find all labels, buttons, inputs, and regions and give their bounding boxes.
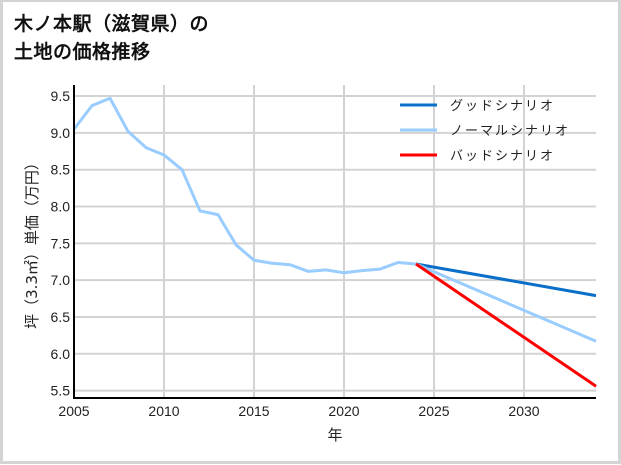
y-tick-label: 9.5: [51, 88, 71, 104]
x-tick-label: 2005: [58, 403, 89, 419]
history-line: [72, 96, 417, 275]
y-tick-label: 7.5: [51, 235, 71, 251]
series-line-0: [415, 262, 597, 298]
x-tick-label: 2030: [508, 403, 539, 419]
y-tick-label: 9.0: [51, 125, 71, 141]
x-tick-label: 2010: [148, 403, 179, 419]
x-tick-label: 2015: [238, 403, 269, 419]
x-axis-label: 年: [327, 426, 342, 444]
x-tick-label: 2020: [328, 403, 359, 419]
series-line-1: [415, 262, 597, 343]
y-tick-label: 5.5: [51, 383, 71, 399]
series-line-2: [415, 262, 597, 388]
y-tick-label: 6.5: [51, 309, 71, 325]
axes: [73, 85, 596, 399]
tick-labels: 5.5 6.0 6.5 7.0 7.5 8.0 8.5 9.0 9.5 2005 2010 2015 2…: [51, 88, 540, 419]
title-line-1: 木ノ本駅（滋賀県）の: [14, 13, 210, 35]
data-lines: [72, 96, 597, 388]
legend-label: バッドシナリオ: [450, 149, 555, 164]
legend-label: グッドシナリオ: [450, 99, 555, 114]
y-tick-label: 6.0: [51, 346, 71, 362]
y-axis-label: 坪（3.3㎡）単価（万円）: [23, 155, 41, 329]
y-tick-label: 7.0: [51, 272, 71, 288]
y-tick-label: 8.5: [51, 162, 71, 178]
title-line-2: 土地の価格推移: [14, 41, 151, 63]
chart-title: 木ノ本駅（滋賀県）の 土地の価格推移: [14, 10, 209, 66]
x-tick-label: 2025: [418, 403, 449, 419]
legend-label: ノーマルシナリオ: [450, 124, 570, 139]
y-tick-label: 8.0: [51, 199, 71, 215]
